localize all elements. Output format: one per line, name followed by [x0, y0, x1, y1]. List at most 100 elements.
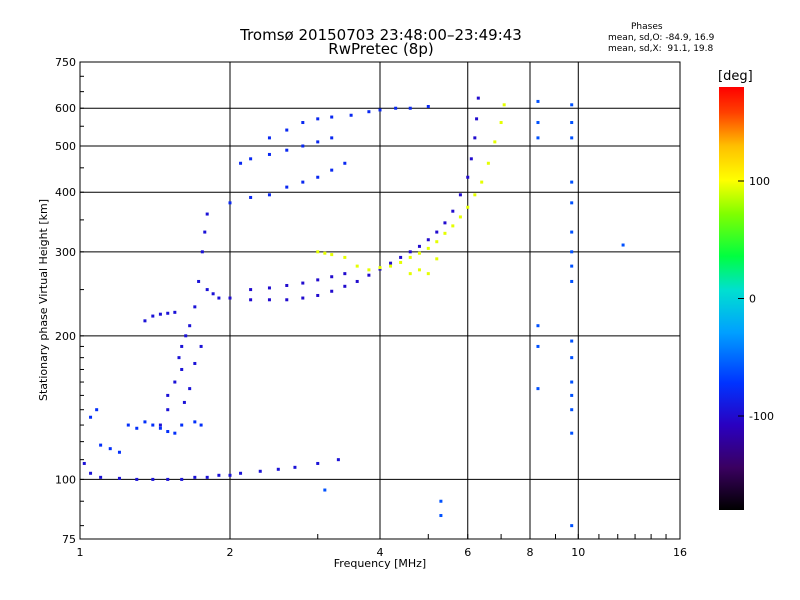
echo-point — [108, 447, 112, 451]
echo-point — [285, 148, 289, 152]
echo-point — [151, 477, 155, 481]
phase-stats-heading: Phases — [631, 22, 663, 32]
echo-point — [249, 195, 253, 199]
echo-point — [343, 272, 347, 276]
echo-point — [367, 273, 371, 277]
echo-point — [151, 314, 155, 318]
echo-point — [426, 246, 430, 250]
echo-point — [135, 426, 139, 430]
echo-point — [180, 344, 184, 348]
echo-point — [570, 201, 574, 205]
y-tick-label: 500 — [55, 140, 76, 153]
y-tick-label: 75 — [62, 533, 76, 546]
echo-point — [378, 266, 382, 270]
echo-point — [211, 292, 215, 296]
echo-point — [466, 205, 470, 209]
echo-point — [158, 423, 162, 427]
echo-point — [570, 393, 574, 397]
gridlines — [80, 62, 680, 539]
echo-point — [330, 136, 334, 140]
echo-point — [316, 117, 320, 121]
echo-point — [378, 108, 382, 112]
echo-point — [249, 298, 253, 302]
echo-point — [443, 221, 447, 225]
echo-point — [182, 400, 186, 404]
echo-point — [473, 193, 477, 197]
echo-point — [330, 253, 334, 257]
echo-point — [239, 471, 243, 475]
x-tick-label: 6 — [464, 546, 471, 559]
echo-point — [285, 298, 289, 302]
echo-point — [188, 387, 192, 391]
echo-point — [143, 319, 147, 323]
echo-point — [355, 264, 359, 268]
echo-point — [502, 103, 506, 107]
echo-point — [323, 251, 327, 255]
echo-point — [166, 430, 170, 434]
echo-point — [536, 387, 540, 391]
echo-point — [466, 175, 470, 179]
echo-point — [258, 469, 262, 473]
echo-point — [193, 305, 197, 309]
echo-point — [193, 475, 197, 479]
y-tick-label: 750 — [55, 56, 76, 69]
echo-point — [570, 339, 574, 343]
echo-point — [536, 99, 540, 103]
echo-point — [451, 209, 455, 213]
echo-point — [343, 284, 347, 288]
echo-point — [408, 255, 412, 259]
echo-point — [199, 423, 203, 427]
echo-point — [180, 477, 184, 481]
colorbar-tick-label: -100 — [749, 410, 774, 423]
echo-point — [426, 272, 430, 276]
echo-point — [570, 356, 574, 360]
echo-point — [486, 161, 490, 165]
phase-stats-o: mean, sd,O: -84.9, 16.9 — [608, 33, 715, 43]
echo-point — [193, 361, 197, 365]
x-tick-label: 10 — [571, 546, 585, 559]
echo-point — [426, 105, 430, 109]
echo-point — [435, 240, 439, 244]
echo-point — [426, 238, 430, 242]
echo-point — [336, 458, 340, 462]
echo-point — [389, 264, 393, 268]
echo-point — [316, 250, 320, 254]
echo-point — [349, 113, 353, 117]
echo-point — [184, 334, 188, 338]
echo-point — [166, 393, 170, 397]
echo-point — [399, 255, 403, 259]
echo-point — [205, 475, 209, 479]
echo-point — [330, 275, 334, 279]
colorbar-label: [deg] — [718, 69, 753, 84]
echo-point — [82, 461, 86, 465]
echo-point — [499, 121, 503, 125]
echo-point — [158, 426, 162, 430]
echo-point — [316, 278, 320, 282]
echo-point — [394, 106, 398, 110]
colorbar-ticks: 100 0 -100 — [738, 175, 774, 423]
echo-point — [570, 524, 574, 528]
echo-point — [343, 161, 347, 165]
chart-subtitle: RwPretec (8p) — [328, 40, 434, 58]
y-tick-label: 300 — [55, 246, 76, 259]
echo-point — [301, 144, 305, 148]
echo-point — [476, 96, 480, 100]
echo-point — [180, 423, 184, 427]
echo-point — [173, 431, 177, 435]
echo-point — [323, 488, 327, 492]
echo-point — [95, 408, 99, 412]
echo-point — [570, 103, 574, 107]
echo-point — [570, 380, 574, 384]
echo-point — [276, 467, 280, 471]
echo-point — [89, 415, 93, 419]
echo-point — [536, 121, 540, 125]
echo-point — [417, 244, 421, 248]
echo-point — [408, 272, 412, 276]
echo-point — [205, 212, 209, 216]
echo-point — [166, 311, 170, 315]
echo-point — [316, 461, 320, 465]
echo-point — [389, 261, 393, 265]
echo-point — [89, 471, 93, 475]
x-axis-label: Frequency [MHz] — [334, 557, 426, 570]
